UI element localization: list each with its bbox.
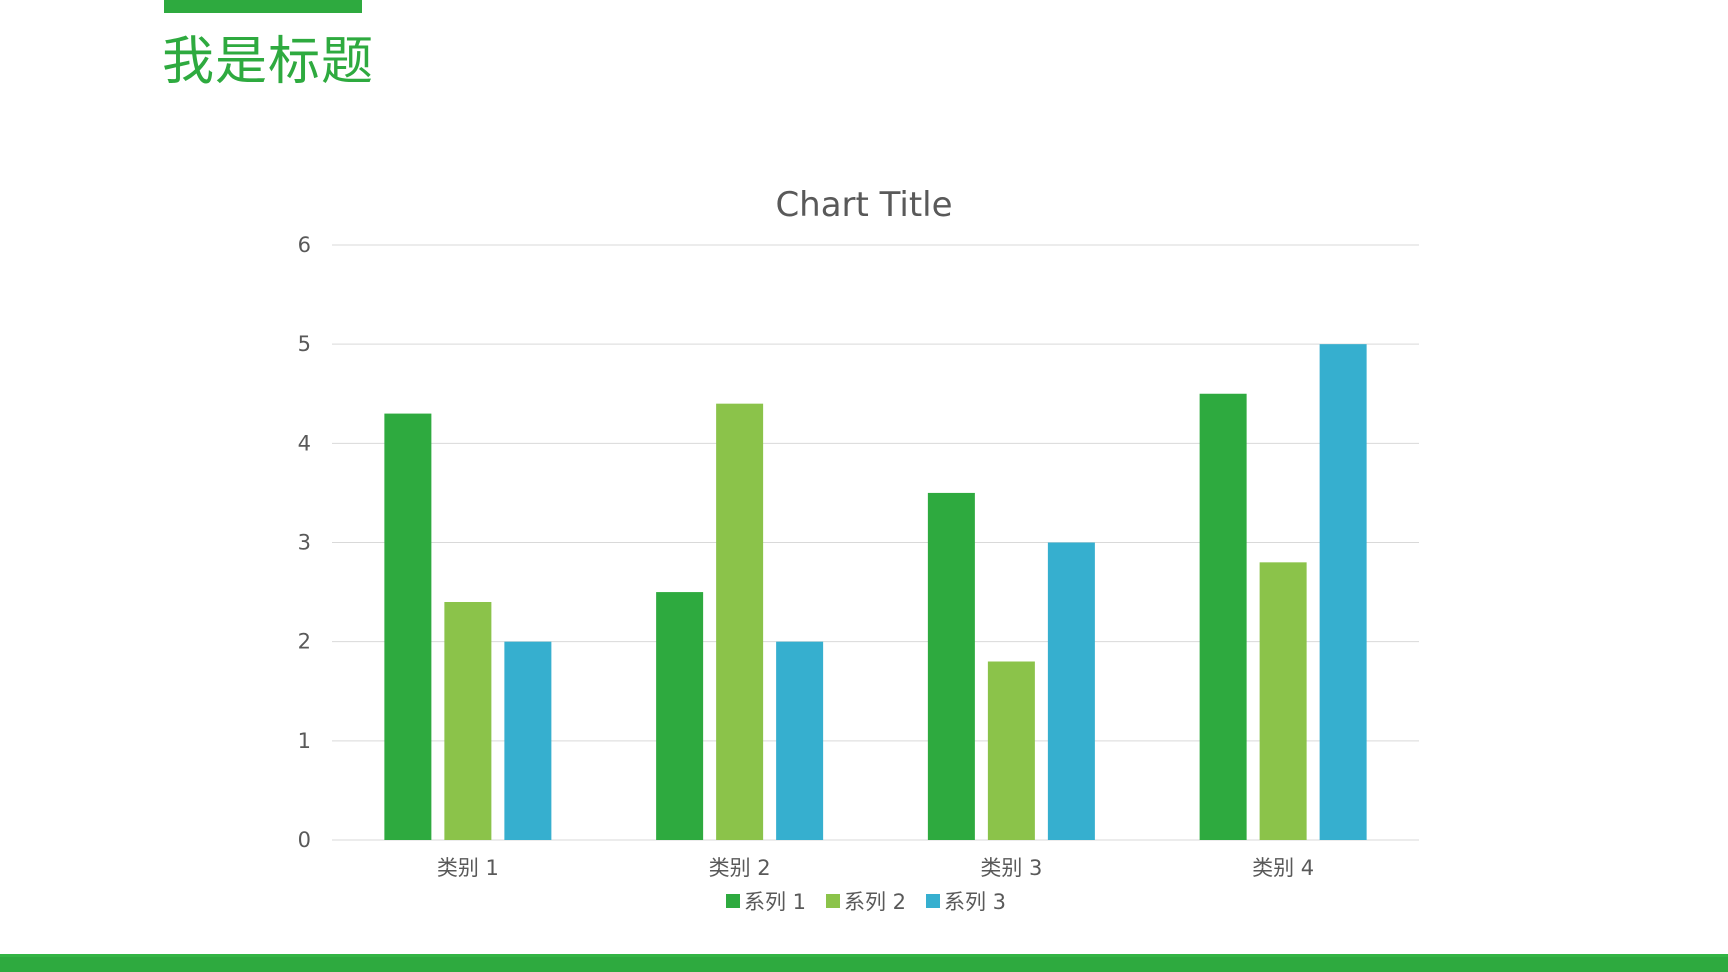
y-tick-label: 5	[298, 332, 311, 356]
bottom-accent-band	[0, 954, 1728, 972]
y-axis: 0 1 2 3 4 5 6	[298, 233, 311, 852]
y-tick-label: 3	[298, 531, 311, 555]
bar-series-2-category-4	[1259, 562, 1307, 840]
legend: 系列 1 系列 2 系列 3	[726, 890, 1006, 914]
x-axis: 类别 1 类别 2 类别 3 类别 4	[437, 856, 1314, 880]
top-accent-bar	[164, 0, 362, 13]
legend-label-series-2: 系列 2	[844, 890, 906, 914]
x-category-label: 类别 1	[437, 856, 499, 880]
legend-label-series-1: 系列 1	[744, 890, 806, 914]
legend-swatch-series-1	[726, 894, 740, 908]
bar-series-3-category-1	[504, 641, 552, 840]
bar-series-3-category-2	[776, 641, 824, 840]
bottom-accent-strip	[0, 954, 1728, 957]
y-tick-label: 1	[298, 729, 311, 753]
slide-title: 我是标题	[162, 32, 375, 92]
legend-swatch-series-2	[826, 894, 840, 908]
x-category-label: 类别 3	[980, 856, 1042, 880]
bar-series-3-category-4	[1319, 344, 1367, 840]
bar-series-1-category-1	[384, 413, 432, 840]
y-tick-label: 4	[298, 431, 311, 455]
legend-label-series-3: 系列 3	[944, 890, 1006, 914]
y-tick-label: 0	[298, 828, 311, 852]
y-tick-label: 6	[298, 233, 311, 257]
legend-swatch-series-3	[926, 894, 940, 908]
bar-series-3-category-3	[1047, 542, 1095, 840]
y-tick-label: 2	[298, 630, 311, 654]
chart-title: Chart Title	[775, 185, 952, 225]
x-category-label: 类别 2	[709, 856, 771, 880]
x-category-label: 类别 4	[1252, 856, 1314, 880]
bar-series-1-category-2	[656, 592, 704, 840]
bar-series-1-category-3	[927, 492, 975, 840]
gridlines	[332, 244, 1419, 841]
bar-series-2-category-2	[716, 403, 764, 840]
bar-series-2-category-1	[444, 602, 492, 840]
bar-series-1-category-4	[1199, 393, 1247, 840]
bars	[384, 344, 1367, 840]
bar-series-2-category-3	[987, 661, 1035, 840]
